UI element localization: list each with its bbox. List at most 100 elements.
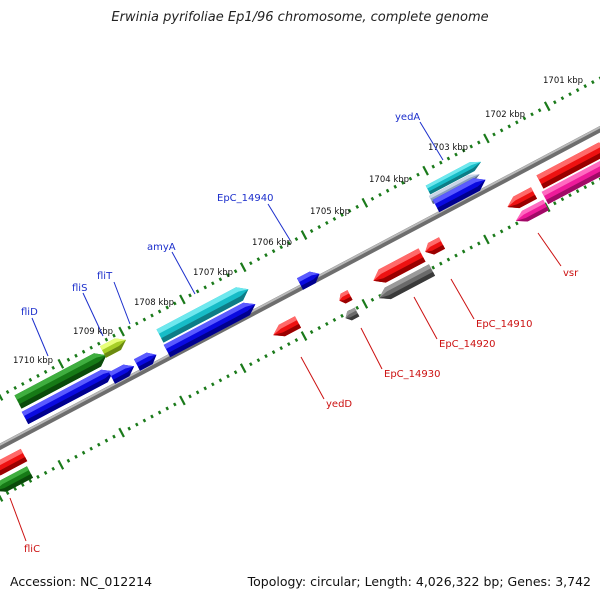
reverse-track-tick: [515, 221, 519, 226]
gene-EpC_14930-neighbor-feature-highlight: [345, 307, 357, 319]
gene-label-EpC_14930[interactable]: EpC_14930: [384, 369, 440, 380]
gene-amyA-feature: [156, 287, 249, 343]
reverse-track-tick: [112, 434, 116, 439]
forward-track-tick: [385, 188, 390, 193]
scale-label-1702: 1702 kbp: [485, 110, 525, 120]
gene-fliC-feature: [0, 448, 28, 476]
reverse-track-tick: [264, 354, 268, 359]
forward-track-tick: [233, 269, 238, 274]
reverse-track-tick: [439, 261, 443, 266]
reverse-track-tick: [0, 494, 4, 502]
forward-track-tick: [507, 124, 512, 129]
forward-track-tick: [499, 128, 504, 133]
gene-label-yedA[interactable]: yedA: [395, 112, 420, 123]
gene-yedA-neighbor-feature-shadow: [437, 179, 486, 213]
gene-EpC_14930-feature-highlight: [339, 290, 350, 301]
gene-label-fliC[interactable]: fliC: [24, 544, 40, 555]
label-leader-lines: [9, 121, 562, 542]
forward-track-tick: [401, 180, 405, 185]
gene-yedA-feature-shadow: [428, 161, 482, 195]
forward-track-tick: [294, 237, 299, 242]
gene-EpC_14920-neighbor-feature: [378, 264, 436, 300]
forward-track-tick: [96, 341, 101, 346]
gene-label-yedD[interactable]: yedD: [326, 399, 352, 410]
reverse-track-tick: [142, 418, 147, 423]
gene-fliS-feature: [99, 338, 126, 358]
gene-EpC_14930-neighbor-feature-shadow: [345, 313, 360, 321]
reverse-track-tick: [43, 470, 48, 475]
gene-label-fliD[interactable]: fliD: [21, 307, 38, 318]
gene-edge-feature-2: [541, 160, 600, 205]
reverse-track-tick: [195, 390, 200, 395]
gene-EpC_14930-feature: [339, 290, 353, 304]
reverse-track-tick: [446, 257, 451, 262]
reverse-track-tick: [294, 338, 299, 343]
forward-track-tick: [378, 192, 382, 197]
forward-track-tick: [43, 369, 48, 374]
forward-track-tick: [300, 230, 308, 240]
reverse-track-tick: [271, 350, 276, 355]
scale-label-1707: 1707 kbp: [193, 268, 233, 278]
gene-edge-feature-2-highlight: [541, 160, 600, 196]
gene-edge-feature-2-shadow: [546, 171, 600, 205]
forward-track-tick: [477, 140, 481, 145]
gene-edge-feature-1: [536, 142, 600, 189]
gene-label-fliS[interactable]: fliS: [72, 283, 87, 294]
gene-label-EpC_14920[interactable]: EpC_14920: [439, 339, 495, 350]
forward-track-tick: [36, 373, 40, 378]
reverse-tick-track: [0, 177, 600, 502]
map-title: Erwinia pyrifoliae Ep1/96 chromosome, co…: [111, 10, 489, 25]
gene-label-fliT[interactable]: fliT: [97, 271, 113, 282]
gene-fliT-feature-highlight: [108, 364, 135, 377]
forward-track-tick: [309, 229, 314, 233]
gene-amyA-neighbor-feature: [163, 302, 256, 358]
gene-amyA-neighbor-feature-highlight: [163, 302, 256, 349]
reverse-track-tick: [361, 298, 369, 309]
reverse-track-tick: [355, 305, 360, 310]
reverse-track-tick: [431, 265, 436, 270]
forward-track-tick: [416, 172, 420, 177]
reverse-track-tick: [13, 486, 18, 491]
reverse-track-tick: [179, 395, 186, 406]
forward-track-tick: [256, 257, 261, 262]
accession-label: Accession:: [10, 574, 77, 589]
gene-yedA-neighbor-feature: [432, 178, 486, 213]
forward-track-tick: [553, 100, 557, 105]
forward-track-tick: [74, 353, 78, 358]
reverse-track-tick: [499, 229, 504, 234]
reverse-track-tick: [104, 438, 109, 443]
reverse-track-tick: [575, 189, 580, 194]
accession-value: NC_012214: [80, 574, 153, 589]
gene-label-EpC_14940[interactable]: EpC_14940: [217, 193, 273, 204]
gene-label-EpC_14910[interactable]: EpC_14910: [476, 319, 532, 330]
scale-label-1705: 1705 kbp: [310, 207, 350, 217]
forward-track-tick: [57, 358, 65, 369]
gene-label-amyA[interactable]: amyA: [147, 242, 176, 253]
reverse-track-tick: [287, 342, 291, 347]
reverse-track-tick: [239, 363, 247, 374]
gene-yedD-feature-highlight: [273, 316, 297, 336]
gene-vsr-neighbor-feature-highlight: [515, 199, 546, 221]
reverse-track-tick: [583, 185, 588, 190]
gene-fliD-neighbor-feature: [21, 369, 114, 425]
gene-label-vsr[interactable]: vsr: [563, 268, 579, 279]
forward-track-tick: [112, 333, 116, 338]
gene-fliD-neighbor-feature-highlight: [21, 369, 114, 416]
gene-EpC_14920-feature-shadow: [373, 257, 426, 283]
forward-track-tick: [393, 184, 398, 189]
gene-EpC_14920-feature: [373, 248, 426, 283]
forward-track-tick: [142, 317, 147, 322]
forward-track-tick: [332, 216, 337, 221]
forward-track-tick: [469, 144, 474, 149]
gene-yedA-feature: [425, 161, 482, 195]
forward-track-tick: [179, 294, 186, 305]
gene-EpC_14920-neighbor-feature-highlight: [378, 264, 431, 299]
gene-vsr-neighbor-feature: [515, 199, 549, 222]
reverse-track-tick: [81, 450, 86, 455]
forward-track-tick: [340, 212, 344, 217]
gene-fliT-feature-shadow: [113, 366, 135, 384]
forward-track-tick: [249, 261, 253, 266]
reverse-track-tick: [543, 202, 551, 213]
reverse-track-tick: [226, 374, 230, 379]
forward-track-tick: [537, 108, 542, 113]
